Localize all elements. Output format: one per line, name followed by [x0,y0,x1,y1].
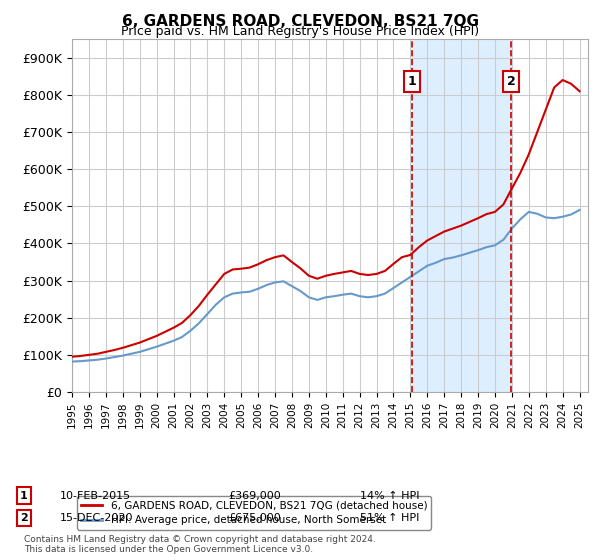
Bar [412,39,511,392]
Text: 14% ↑ HPI: 14% ↑ HPI [360,491,419,501]
Text: Price paid vs. HM Land Registry's House Price Index (HPI): Price paid vs. HM Land Registry's House … [121,25,479,38]
Text: 10-FEB-2015: 10-FEB-2015 [60,491,131,501]
Text: 2: 2 [507,75,515,88]
Legend: 6, GARDENS ROAD, CLEVEDON, BS21 7QG (detached house), HPI: Average price, detach: 6, GARDENS ROAD, CLEVEDON, BS21 7QG (det… [77,496,431,530]
Text: 1: 1 [20,491,28,501]
Text: 15-DEC-2020: 15-DEC-2020 [60,513,133,523]
Text: £369,000: £369,000 [228,491,281,501]
Text: £675,000: £675,000 [228,513,281,523]
Text: 1: 1 [408,75,416,88]
Text: Contains HM Land Registry data © Crown copyright and database right 2024.
This d: Contains HM Land Registry data © Crown c… [24,535,376,554]
Text: 51% ↑ HPI: 51% ↑ HPI [360,513,419,523]
Text: 6, GARDENS ROAD, CLEVEDON, BS21 7QG: 6, GARDENS ROAD, CLEVEDON, BS21 7QG [121,14,479,29]
Text: 2: 2 [20,513,28,523]
